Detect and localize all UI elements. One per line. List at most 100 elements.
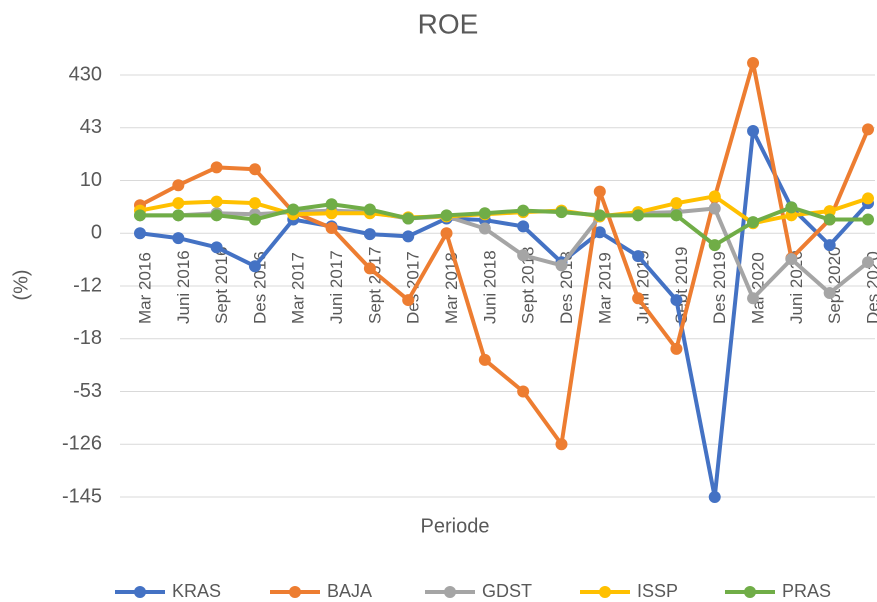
- data-point: [708, 190, 721, 203]
- data-point: [402, 212, 415, 225]
- x-tick-label: Mar 2016: [135, 252, 154, 324]
- data-point: [823, 287, 836, 300]
- x-tick-label: Sept 2020: [825, 246, 844, 324]
- series-line: [139, 128, 870, 499]
- data-point: [363, 262, 376, 275]
- x-tick-label: Sept 2018: [519, 246, 538, 324]
- data-point: [478, 207, 491, 220]
- y-tick-label: 10: [80, 169, 102, 191]
- legend-marker: [744, 586, 756, 598]
- data-point: [555, 438, 568, 451]
- data-point: [670, 294, 683, 307]
- data-point: [785, 201, 798, 214]
- data-point: [210, 209, 223, 222]
- data-point: [325, 221, 338, 234]
- data-point: [708, 202, 721, 215]
- data-point: [440, 209, 453, 222]
- data-point: [555, 259, 568, 272]
- data-point: [517, 385, 530, 398]
- data-point: [555, 206, 568, 219]
- legend-label: PRAS: [782, 581, 831, 601]
- x-tick-label: Mar 2018: [442, 252, 461, 324]
- x-tick-label: Sept 2017: [365, 246, 384, 324]
- legend-label: ISSP: [637, 581, 678, 601]
- legend-marker: [289, 586, 301, 598]
- y-tick-label: 0: [91, 222, 102, 244]
- data-point: [172, 197, 185, 210]
- data-point: [440, 227, 453, 240]
- data-point: [210, 161, 223, 174]
- x-tick-label: Sept 2019: [672, 246, 691, 324]
- series-line: [140, 202, 868, 248]
- x-tick-label: Juni 2018: [480, 250, 499, 324]
- x-tick-label: Juni 2017: [327, 250, 346, 324]
- legend-marker: [134, 586, 146, 598]
- legend-marker: [599, 586, 611, 598]
- data-point: [287, 203, 300, 216]
- data-point: [862, 256, 874, 269]
- data-point: [517, 220, 530, 233]
- y-tick-label: 430: [69, 63, 102, 85]
- data-point: [670, 197, 683, 210]
- y-tick-label: -12: [73, 274, 102, 296]
- x-tick-label: Mar 2019: [595, 252, 614, 324]
- series-line: [140, 206, 870, 301]
- data-point: [708, 491, 721, 503]
- x-tick-label: Des 2019: [710, 251, 729, 324]
- data-point: [862, 192, 874, 205]
- y-tick-label: 43: [80, 116, 102, 138]
- data-point: [517, 204, 530, 217]
- y-tick-label: -145: [62, 485, 102, 507]
- data-point: [172, 209, 185, 222]
- data-point: [210, 241, 223, 254]
- data-point: [670, 209, 683, 222]
- y-tick-label: -53: [73, 380, 102, 402]
- data-point: [363, 203, 376, 216]
- data-point: [670, 342, 683, 355]
- data-point: [478, 222, 491, 235]
- data-point: [402, 230, 415, 243]
- data-point: [823, 239, 836, 252]
- legend-label: GDST: [482, 581, 532, 601]
- data-point: [172, 232, 185, 245]
- x-axis-label: Periode: [421, 515, 490, 537]
- data-point: [134, 227, 146, 240]
- legend-marker: [444, 586, 456, 598]
- data-point: [632, 209, 645, 222]
- x-tick-label: Juni 2016: [174, 250, 193, 324]
- data-point: [134, 209, 146, 222]
- data-point: [248, 260, 261, 273]
- data-point: [708, 239, 721, 252]
- data-point: [747, 57, 760, 70]
- legend-label: BAJA: [327, 581, 372, 601]
- y-axis-label: (%): [10, 269, 32, 300]
- data-point: [363, 228, 376, 241]
- data-point: [632, 250, 645, 263]
- data-point: [747, 216, 760, 229]
- data-point: [248, 213, 261, 226]
- data-point: [402, 294, 415, 307]
- y-tick-label: -18: [73, 327, 102, 349]
- data-point: [593, 185, 606, 198]
- x-tick-label: Sept 2016: [212, 246, 231, 324]
- x-tick-label: Mar 2020: [749, 252, 768, 324]
- data-point: [248, 197, 261, 210]
- chart-title: ROE: [418, 8, 479, 39]
- data-point: [593, 226, 606, 239]
- data-point: [172, 179, 185, 192]
- data-point: [517, 249, 530, 262]
- data-point: [823, 213, 836, 226]
- x-tick-label: Des 2020: [863, 251, 877, 324]
- data-point: [632, 292, 645, 305]
- data-point: [823, 205, 836, 218]
- data-point: [248, 163, 261, 176]
- series-line: [139, 61, 870, 447]
- data-point: [210, 195, 223, 208]
- data-point: [747, 292, 760, 305]
- data-point: [862, 123, 874, 136]
- data-point: [325, 207, 338, 220]
- x-tick-label: Mar 2017: [289, 252, 308, 324]
- legend-label: KRAS: [172, 581, 221, 601]
- y-tick-label: -126: [62, 433, 102, 455]
